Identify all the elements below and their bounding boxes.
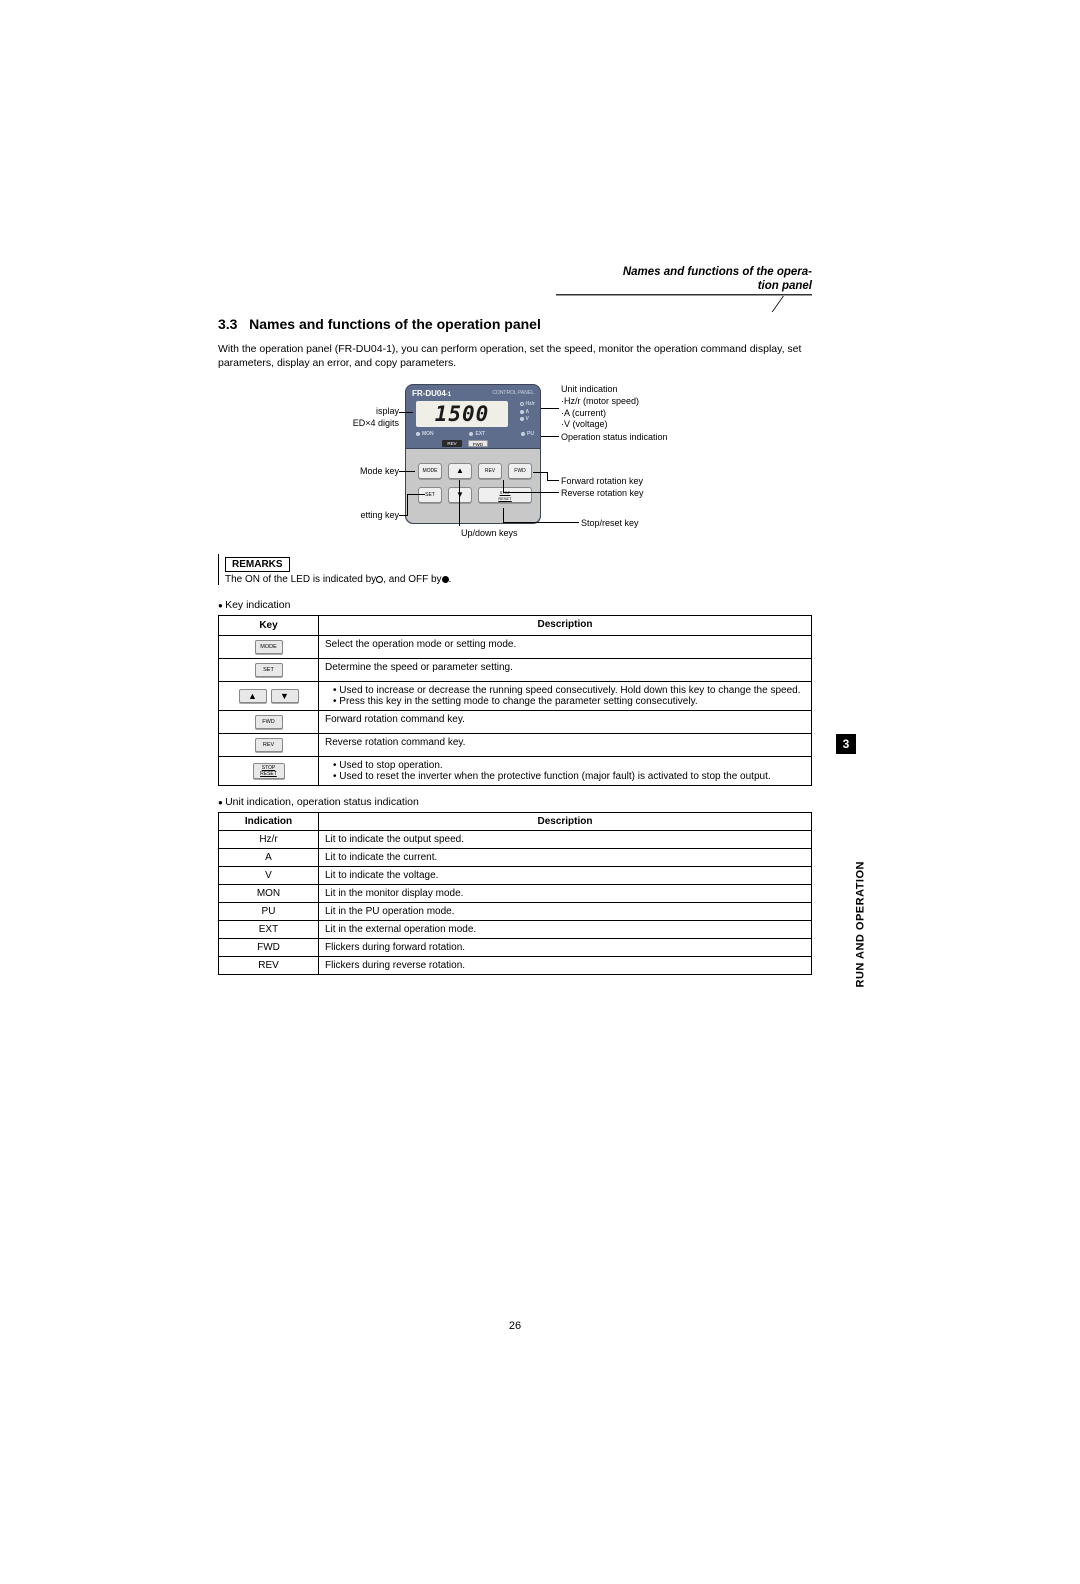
key-table: Key Description MODE Select the operatio… xyxy=(218,615,812,786)
table-row: EXTLit in the external operation mode. xyxy=(219,921,812,939)
table-row: MONLit in the monitor display mode. xyxy=(219,885,812,903)
callout-fwdkey: Forward rotation key xyxy=(561,476,643,488)
table-row: FWDFlickers during forward rotation. xyxy=(219,939,812,957)
fwd-keybtn: FWD xyxy=(255,715,283,729)
mode-keybtn: MODE xyxy=(255,640,283,654)
led-a: A xyxy=(520,409,535,417)
callout-setting: etting key xyxy=(305,510,399,522)
table-row: MODE Select the operation mode or settin… xyxy=(219,636,812,659)
lcd-display: 1500 xyxy=(416,401,508,427)
header-rule xyxy=(556,294,812,296)
indication-table: Indication Description Hz/rLit to indica… xyxy=(218,812,812,975)
table-row: Hz/rLit to indicate the output speed. xyxy=(219,831,812,849)
fwd-key: FWD xyxy=(508,463,532,479)
callout-unitind: Unit indication ·Hz/r (motor speed) ·A (… xyxy=(561,384,639,431)
set-key: SET xyxy=(418,487,442,503)
led-hzr: Hz/r xyxy=(520,401,535,409)
callout-opstat: Operation status indication xyxy=(561,432,668,444)
callout-modekey: Mode key xyxy=(305,466,399,478)
intro-text: With the operation panel (FR-DU04-1), yo… xyxy=(218,342,812,370)
callout-display: isplay ED×4 digits xyxy=(305,406,399,429)
led-pu: PU xyxy=(521,431,534,437)
col-desc2: Description xyxy=(319,813,812,831)
section-number: 3.3 xyxy=(218,316,237,332)
callout-stopkey: Stop/reset key xyxy=(581,518,639,530)
status-leds: MON EXT PU xyxy=(416,431,534,437)
unit-leds: Hz/r A V xyxy=(520,401,535,424)
stop-key: STOPRESET xyxy=(478,487,532,503)
remarks: REMARKS The ON of the LED is indicated b… xyxy=(218,554,812,585)
table-row: SET Determine the speed or parameter set… xyxy=(219,659,812,682)
remarks-label: REMARKS xyxy=(225,557,290,572)
ind-table-heading: Unit indication, operation status indica… xyxy=(218,796,812,808)
model-label: FR-DU04-1 xyxy=(412,389,451,398)
table-row: FWD Forward rotation command key. xyxy=(219,711,812,734)
control-panel-label: CONTROL PANEL xyxy=(492,390,534,396)
led-v: V xyxy=(520,416,535,424)
up-keybtn: ▲ xyxy=(239,689,267,703)
table-row: STOPRESET Used to stop operation. Used t… xyxy=(219,757,812,786)
col-desc: Description xyxy=(319,616,812,636)
table-row: VLit to indicate the voltage. xyxy=(219,867,812,885)
panel-diagram: FR-DU04-1 CONTROL PANEL 1500 Hz/r A V MO… xyxy=(305,384,725,540)
up-key: ▲ xyxy=(448,463,472,479)
side-label: RUN AND OPERATION xyxy=(854,861,866,987)
header: Names and functions of the opera- tion p… xyxy=(218,266,812,304)
control-panel: FR-DU04-1 CONTROL PANEL 1500 Hz/r A V MO… xyxy=(405,384,541,524)
rev-fwd-badges: REV FWD xyxy=(442,440,488,447)
led-ext: EXT xyxy=(469,431,485,437)
col-indication: Indication xyxy=(219,813,319,831)
fwd-badge: FWD xyxy=(468,440,488,447)
set-keybtn: SET xyxy=(255,663,283,677)
chapter-tab: 3 xyxy=(836,734,856,754)
callout-updown: Up/down keys xyxy=(461,528,518,540)
content: Names and functions of the opera- tion p… xyxy=(218,266,812,975)
rev-badge: REV xyxy=(442,440,462,447)
mode-key: MODE xyxy=(418,463,442,479)
down-key: ▼ xyxy=(448,487,472,503)
header-line1: Names and functions of the opera- xyxy=(623,266,812,278)
led-mon: MON xyxy=(416,431,434,437)
page-number: 26 xyxy=(218,1320,812,1332)
header-title: Names and functions of the opera- tion p… xyxy=(562,266,812,294)
section-name: Names and functions of the operation pan… xyxy=(249,316,541,332)
led-off-icon xyxy=(442,576,449,583)
table-row: REV Reverse rotation command key. xyxy=(219,734,812,757)
panel-keypad: MODE ▲ REV FWD SET ▼ STOPRESET xyxy=(406,449,540,523)
rev-key: REV xyxy=(478,463,502,479)
down-keybtn: ▼ xyxy=(271,689,299,703)
section-title: 3.3 Names and functions of the operation… xyxy=(218,316,812,332)
col-key: Key xyxy=(219,616,319,636)
stop-keybtn: STOPRESET xyxy=(253,763,285,779)
remarks-text: The ON of the LED is indicated by, and O… xyxy=(225,574,812,585)
page: Names and functions of the opera- tion p… xyxy=(0,0,1080,1584)
table-row: REVFlickers during reverse rotation. xyxy=(219,957,812,975)
key-table-heading: Key indication xyxy=(218,599,812,611)
header-line2: tion panel xyxy=(758,280,812,292)
header-slash xyxy=(772,294,795,312)
table-row: PULit in the PU operation mode. xyxy=(219,903,812,921)
table-row: ALit to indicate the current. xyxy=(219,849,812,867)
panel-top: FR-DU04-1 CONTROL PANEL 1500 Hz/r A V MO… xyxy=(406,385,540,449)
rev-keybtn: REV xyxy=(255,738,283,752)
callout-revkey: Reverse rotation key xyxy=(561,488,644,500)
table-row: ▲▼ Used to increase or decrease the runn… xyxy=(219,682,812,711)
